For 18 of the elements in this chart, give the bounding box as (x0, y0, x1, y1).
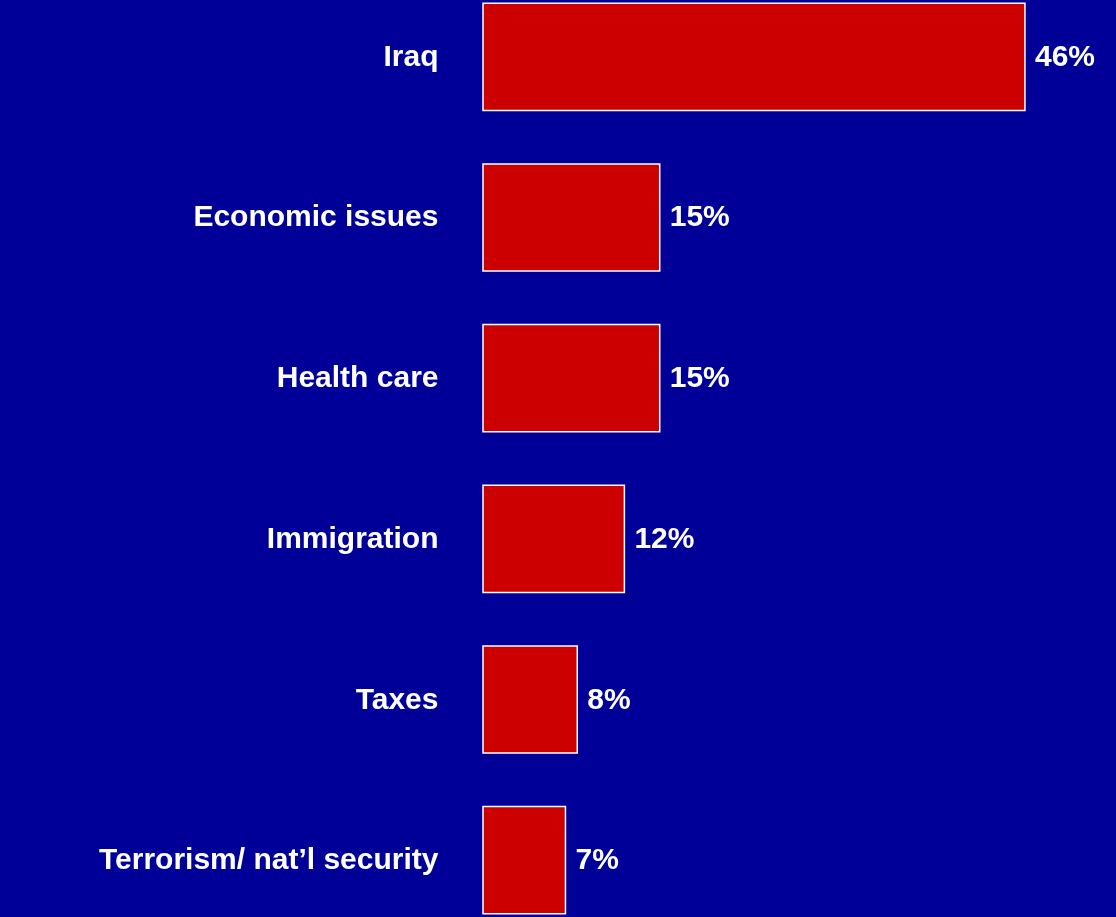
data-label: 8% (587, 681, 631, 715)
y-tick-label: Terrorism/ nat’l security (98, 842, 439, 876)
y-tick-label: Health care (276, 360, 439, 394)
y-tick-label: Economic issues (193, 199, 439, 233)
data-label: 15% (669, 360, 730, 394)
bar (482, 805, 567, 915)
bar (482, 323, 661, 433)
y-tick-label: Iraq (383, 38, 439, 72)
data-label: 12% (634, 520, 695, 554)
bar (482, 2, 1026, 112)
data-label: 15% (669, 199, 730, 233)
data-label: 46% (1034, 38, 1095, 72)
y-tick-label: Immigration (266, 520, 439, 554)
bar (482, 163, 661, 272)
bar (482, 645, 578, 754)
bar (482, 484, 626, 594)
y-tick-label: Taxes (355, 681, 439, 715)
data-label: 7% (575, 842, 619, 876)
